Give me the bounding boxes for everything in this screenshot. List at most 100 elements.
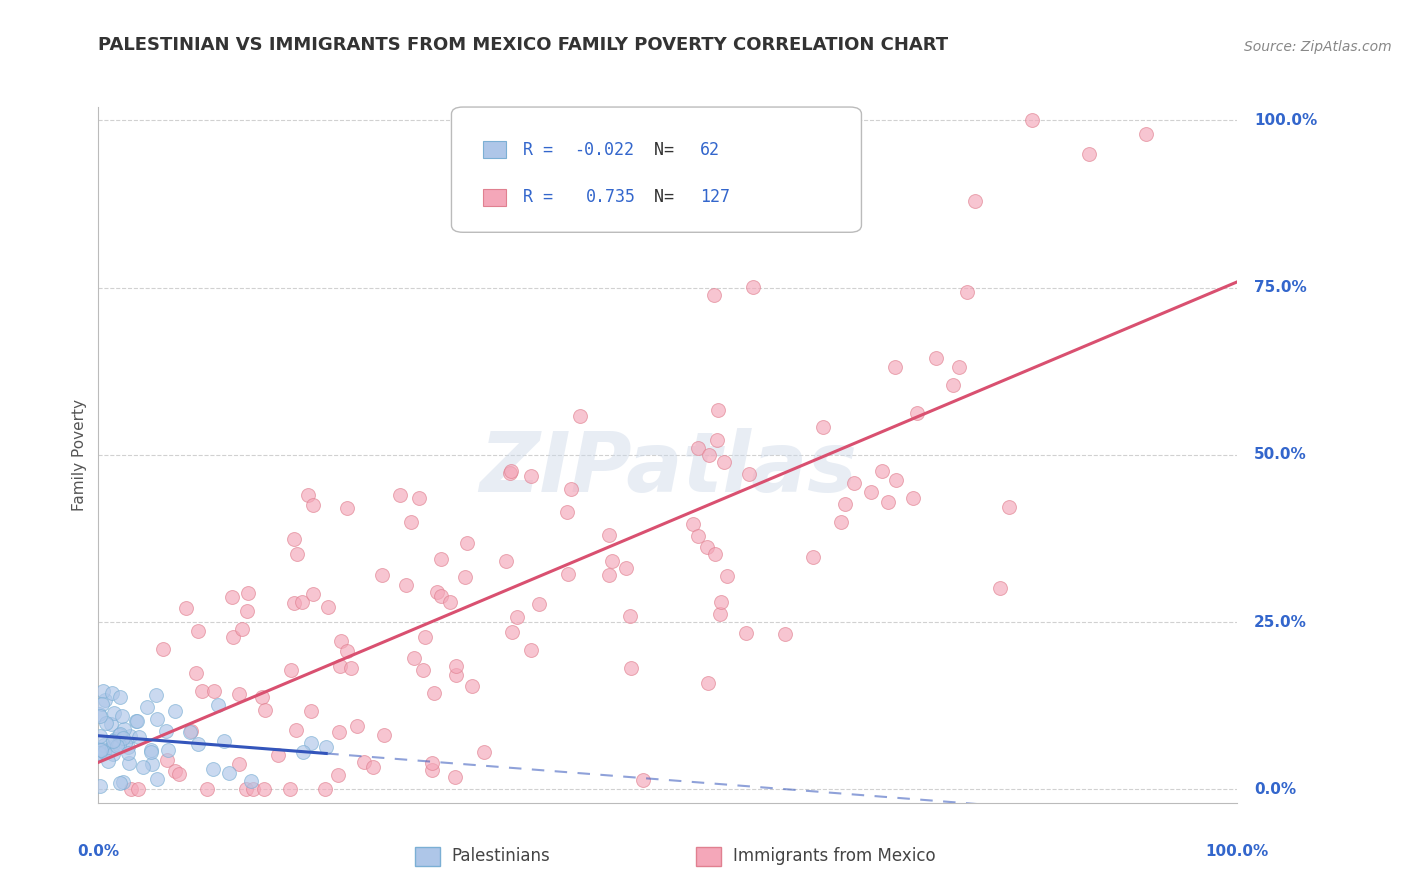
Point [285,548,308,562]
Point [361,760,384,774]
Point [124,714,146,728]
Point [117,746,139,760]
Point [619,608,641,623]
Point [228,687,250,701]
Point [250,690,273,704]
Point [108,776,131,790]
Text: Source: ZipAtlas.com: Source: ZipAtlas.com [1244,39,1392,54]
Point [128,731,150,745]
Point [231,622,253,636]
Point [218,765,240,780]
Point [89,746,111,760]
Point [395,578,418,592]
Point [283,532,305,546]
Text: ZIPatlas: ZIPatlas [479,428,856,509]
Point [112,775,135,789]
Point [236,604,259,618]
Point [444,659,467,673]
Point [145,688,167,702]
Point [112,722,135,736]
Point [773,627,796,641]
Point [614,561,637,575]
Point [472,745,495,759]
Point [412,663,434,677]
Point [706,433,728,447]
Point [97,754,120,768]
Point [236,585,259,599]
Point [870,464,893,478]
Text: 127: 127 [700,188,730,206]
Text: 0.0%: 0.0% [77,845,120,859]
Point [329,658,352,673]
Point [297,488,319,502]
FancyBboxPatch shape [484,141,506,158]
Point [299,736,322,750]
Point [997,500,1019,515]
Point [283,596,305,610]
Text: 75.0%: 75.0% [1254,280,1308,295]
Point [127,782,149,797]
Point [316,600,339,615]
Point [859,484,882,499]
Point [252,782,274,797]
Text: 0.735: 0.735 [586,188,636,206]
Point [420,763,443,777]
Point [222,630,245,644]
Point [291,595,314,609]
Point [239,773,262,788]
Point [413,630,436,644]
Point [499,466,522,480]
Point [330,633,353,648]
Point [905,406,928,420]
Point [555,505,578,519]
Point [830,516,852,530]
Point [139,743,162,757]
FancyBboxPatch shape [451,107,862,232]
Text: 100.0%: 100.0% [1254,113,1317,128]
Text: Immigrants from Mexico: Immigrants from Mexico [733,847,935,865]
Point [801,550,824,565]
Point [631,772,654,787]
Text: N=: N= [654,188,685,206]
Text: -0.022: -0.022 [575,141,634,159]
Point [299,704,322,718]
Point [105,739,128,753]
Point [444,667,467,681]
Point [89,729,111,743]
Point [697,448,720,462]
Point [101,685,124,699]
FancyBboxPatch shape [484,189,506,206]
Point [703,288,725,302]
Point [834,497,856,511]
Point [221,590,243,604]
Point [903,491,925,505]
Point [96,715,118,730]
Point [842,475,865,490]
Point [180,724,202,739]
Point [292,746,315,760]
Point [108,727,131,741]
Point [696,540,718,554]
Y-axis label: Family Poverty: Family Poverty [72,399,87,511]
Point [314,782,336,797]
Point [139,745,162,759]
Point [461,680,484,694]
Text: 25.0%: 25.0% [1254,615,1308,630]
Point [598,568,620,582]
Point [336,644,359,658]
Point [278,782,301,797]
Point [267,748,290,763]
Point [688,441,710,455]
Point [735,626,758,640]
Point [190,684,212,698]
Point [114,736,136,750]
Point [1135,127,1157,141]
Point [620,660,643,674]
Text: 0.0%: 0.0% [1254,782,1296,797]
Point [90,697,112,711]
Point [169,767,191,781]
Point [965,194,987,208]
Point [90,743,112,757]
Point [557,566,579,581]
Point [709,607,731,622]
